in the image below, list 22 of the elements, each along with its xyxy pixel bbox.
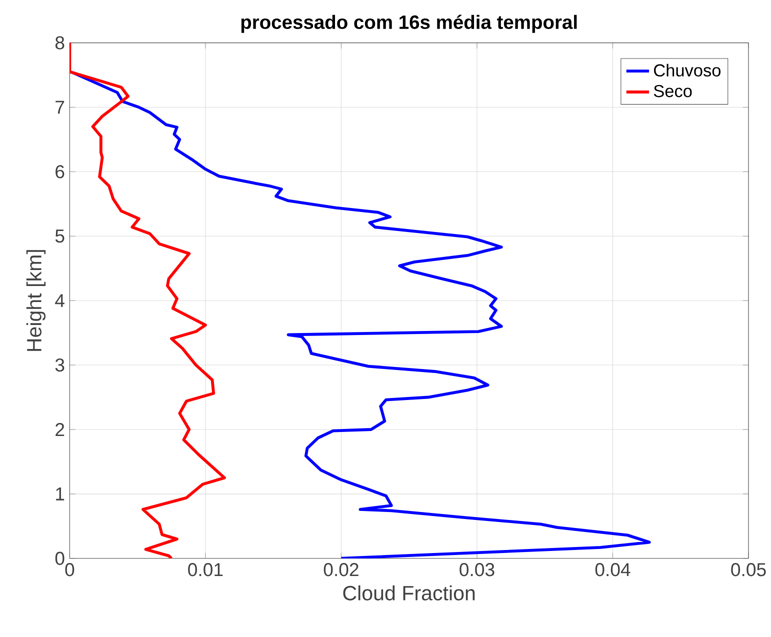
- y-tick-label: 7: [56, 100, 64, 114]
- legend-label: Seco: [654, 84, 692, 98]
- x-tick-label: 0.01: [188, 563, 223, 576]
- y-tick-label: 4: [55, 294, 64, 307]
- y-tick-label: 8: [55, 36, 64, 50]
- y-tick-label: 0: [55, 552, 64, 565]
- x-tick-label: 0.02: [324, 563, 358, 576]
- y-tick-label: 2: [56, 422, 64, 436]
- x-tick-label: 0.04: [595, 563, 630, 576]
- line-series: [70, 71, 651, 558]
- legend-label: Chuvoso: [654, 64, 720, 77]
- y-tick-label: 5: [55, 230, 64, 243]
- y-tick-label: 3: [55, 358, 64, 372]
- x-tick-label: 0.05: [731, 563, 766, 576]
- y-tick-label: 6: [56, 165, 64, 178]
- x-tick-label: 0: [65, 563, 74, 576]
- y-axis-title: Height [km]: [26, 250, 46, 351]
- line-series: [70, 42, 226, 558]
- chart-title: processado com 16s média temporal: [241, 14, 577, 33]
- y-tick-label: 1: [56, 488, 64, 500]
- x-tick-label: 0.03: [460, 563, 494, 576]
- x-axis-title: Cloud Fraction: [343, 585, 475, 600]
